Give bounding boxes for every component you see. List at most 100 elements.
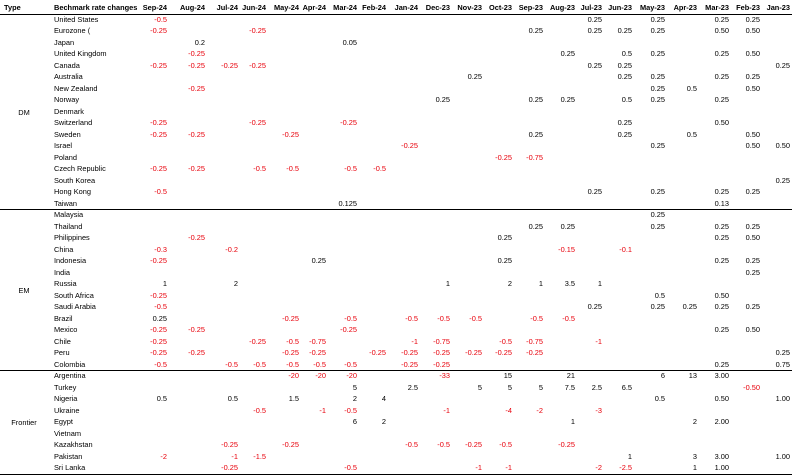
rate-change-cell: 0.50 — [745, 233, 760, 242]
rate-change-cell: -0.1 — [619, 244, 632, 254]
rate-change-cell: 0.25 — [775, 175, 790, 185]
rate-change-cell: -20 — [346, 371, 357, 380]
header-month: Sep-23 — [518, 3, 543, 12]
rate-change-cell: 0.25 — [714, 14, 729, 24]
header-month: Jan-23 — [766, 3, 790, 12]
rate-change-cell: -0.25 — [282, 440, 299, 449]
rate-change-cell: -1 — [411, 336, 418, 346]
rate-change-cell: -0.25 — [309, 348, 326, 357]
rate-change-cell: -0.25 — [188, 233, 205, 242]
rate-change-cell: -0.25 — [221, 463, 238, 472]
rate-change-cell: 1.5 — [288, 394, 299, 403]
country-name: Switzerland — [54, 118, 93, 127]
country-name: United States — [54, 14, 99, 24]
rate-change-cell: -0.25 — [369, 348, 386, 357]
header-month: Mar-23 — [705, 3, 729, 12]
rate-change-cell: 6 — [352, 417, 357, 426]
rate-change-cell: 0.13 — [714, 198, 729, 208]
rate-change-cell: 21 — [566, 371, 575, 380]
rate-change-cell: 0.25 — [682, 302, 697, 311]
rate-change-cell: -2 — [160, 451, 167, 461]
rate-change-cell: 0.50 — [745, 83, 760, 93]
rate-change-cell: -0.25 — [495, 348, 512, 357]
rate-change-cell: 0.25 — [714, 302, 729, 311]
header-benchmark: Bechmark rate changes — [54, 3, 138, 12]
header-month: Jul-23 — [580, 3, 602, 12]
header-month: Jul-24 — [216, 3, 238, 12]
rate-change-cell: -0.25 — [188, 325, 205, 334]
rate-change-cell: -20 — [315, 371, 326, 380]
rate-change-cell: -0.5 — [253, 359, 266, 369]
rate-change-cell: 0.25 — [650, 14, 665, 24]
rate-change-cell: -0.2 — [225, 244, 238, 254]
rate-change-cell: -0.25 — [401, 141, 418, 150]
header-month: Feb-24 — [362, 3, 386, 12]
rate-change-cell: -0.25 — [340, 118, 357, 127]
country-name: Colombia — [54, 359, 86, 369]
rate-change-cell: 0.25 — [650, 72, 665, 81]
rate-change-cell: 0.25 — [435, 95, 450, 104]
rate-change-cell: -1 — [231, 451, 238, 461]
country-name: Russia — [54, 279, 77, 288]
rate-change-cell: 0.5 — [654, 394, 665, 403]
rate-change-cell: -0.75 — [433, 336, 450, 346]
rate-change-cell: 0.25 — [650, 221, 665, 231]
rate-change-cell: -0.5 — [313, 359, 326, 369]
rate-change-cell: -0.5 — [405, 440, 418, 449]
rate-change-cell: 0.25 — [560, 221, 575, 231]
country-name: Sweden — [54, 129, 81, 139]
rate-change-cell: -1 — [505, 463, 512, 472]
country-name: South Africa — [54, 290, 94, 300]
rate-change-cell: 0.25 — [528, 129, 543, 139]
rate-change-cell: 7.5 — [564, 382, 575, 392]
rate-change-cell: -0.25 — [433, 348, 450, 357]
rate-change-cell: 0.25 — [587, 26, 602, 35]
country-name: Australia — [54, 72, 83, 81]
rate-change-cell: -0.75 — [526, 152, 543, 162]
rate-change-cell: -0.25 — [150, 336, 167, 346]
rate-change-cell: 0.5 — [621, 49, 632, 58]
country-name: Nigeria — [54, 394, 78, 403]
rate-change-cell: -0.25 — [465, 440, 482, 449]
rate-change-cell: 0.25 — [714, 221, 729, 231]
rate-change-cell: 1 — [445, 279, 450, 288]
rate-change-cell: -0.75 — [526, 336, 543, 346]
country-name: Poland — [54, 152, 78, 162]
rate-change-cell: 1 — [570, 417, 575, 426]
country-name: Pakistan — [54, 451, 83, 461]
rate-change-cell: 2 — [507, 279, 512, 288]
rate-change-cell: 0.25 — [745, 72, 760, 81]
rate-change-cell: -0.25 — [150, 60, 167, 70]
country-name: Denmark — [54, 106, 84, 116]
rate-change-cell: 0.25 — [617, 60, 632, 70]
rate-change-cell: -2 — [595, 463, 602, 472]
rate-change-cell: 0.5 — [686, 83, 697, 93]
rate-change-cell: 0.25 — [617, 129, 632, 139]
country-name: Taiwan — [54, 198, 78, 208]
header-month: Jun-24 — [242, 3, 266, 12]
rate-change-cell: 0.50 — [745, 325, 760, 334]
rate-change-cell: -0.25 — [558, 440, 575, 449]
country-name: Saudi Arabia — [54, 302, 96, 311]
rate-change-cell: -0.25 — [249, 60, 266, 70]
rate-change-cell: 0.25 — [714, 187, 729, 196]
header-month: Mar-24 — [333, 3, 357, 12]
rate-change-cell: -0.5 — [253, 405, 266, 415]
country-name: China — [54, 244, 74, 254]
rate-change-cell: 0.25 — [617, 72, 632, 81]
rate-change-cell: 0.50 — [745, 129, 760, 139]
rate-change-cell: -0.25 — [249, 118, 266, 127]
country-name: Thailand — [54, 221, 83, 231]
rate-change-cell: 5 — [507, 382, 512, 392]
rate-change-cell: -0.5 — [499, 440, 512, 449]
rate-change-cell: 15 — [503, 371, 512, 380]
header-month: Jan-24 — [394, 3, 418, 12]
country-name: Ukraine — [54, 405, 80, 415]
country-name: Chile — [54, 336, 71, 346]
rate-change-cell: -0.5 — [286, 164, 299, 173]
rate-change-cell: -0.75 — [309, 336, 326, 346]
rate-change-cell: 0.5 — [686, 129, 697, 139]
rate-change-cell: -33 — [439, 371, 450, 380]
rate-change-cell: 0.50 — [714, 394, 729, 403]
rate-change-cell: 0.25 — [650, 26, 665, 35]
